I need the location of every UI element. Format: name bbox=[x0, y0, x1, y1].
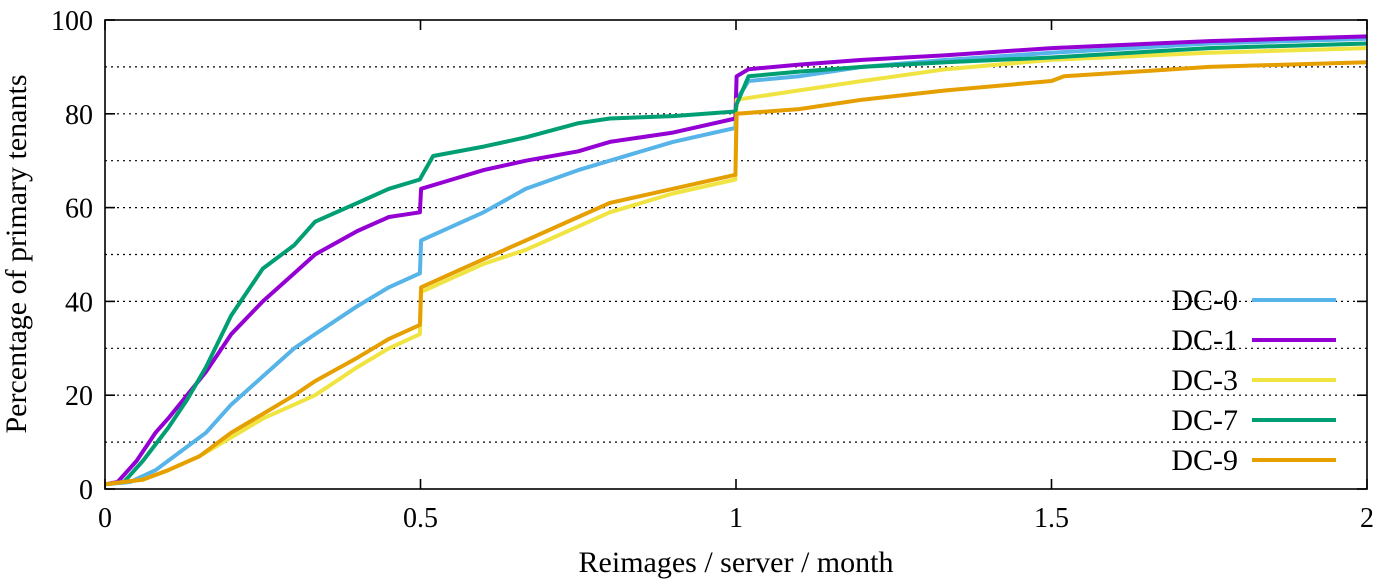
y-tick-label: 60 bbox=[65, 194, 93, 225]
legend-label-dc-1: DC-1 bbox=[1171, 324, 1238, 357]
y-axis-label: Percentage of primary tenants bbox=[0, 74, 33, 433]
y-axis-ticks: 0 20 40 60 80 100 bbox=[51, 6, 1367, 506]
x-axis-label: Reimages / server / month bbox=[579, 546, 894, 579]
series-line-dc-3 bbox=[104, 46, 1368, 487]
legend-label-dc-9: DC-9 bbox=[1171, 444, 1238, 477]
legend-label-dc-7: DC-7 bbox=[1171, 404, 1238, 437]
y-tick-label: 40 bbox=[65, 287, 93, 318]
legend: DC-0 DC-1 DC-3 DC-7 DC-9 bbox=[1171, 284, 1336, 477]
series-line-dc-7 bbox=[104, 41, 1368, 487]
y-tick-label: 100 bbox=[51, 6, 93, 37]
legend-label-dc-3: DC-3 bbox=[1171, 364, 1238, 397]
y-tick-label: 20 bbox=[65, 381, 93, 412]
x-tick-label: 1 bbox=[729, 503, 743, 534]
legend-label-dc-0: DC-0 bbox=[1171, 284, 1238, 317]
series-line-dc-0 bbox=[104, 36, 1368, 487]
x-tick-label: 0 bbox=[98, 503, 112, 534]
x-tick-label: 2 bbox=[1360, 503, 1374, 534]
series-line-dc-9 bbox=[104, 60, 1368, 487]
x-tick-label: 0.5 bbox=[403, 503, 438, 534]
y-tick-label: 80 bbox=[65, 100, 93, 131]
y-tick-label: 0 bbox=[79, 475, 93, 506]
x-axis-ticks: 0 0.5 1 1.5 2 bbox=[98, 20, 1374, 534]
series-line-dc-1 bbox=[104, 34, 1368, 487]
x-tick-label: 1.5 bbox=[1034, 503, 1069, 534]
series-lines bbox=[104, 34, 1368, 487]
